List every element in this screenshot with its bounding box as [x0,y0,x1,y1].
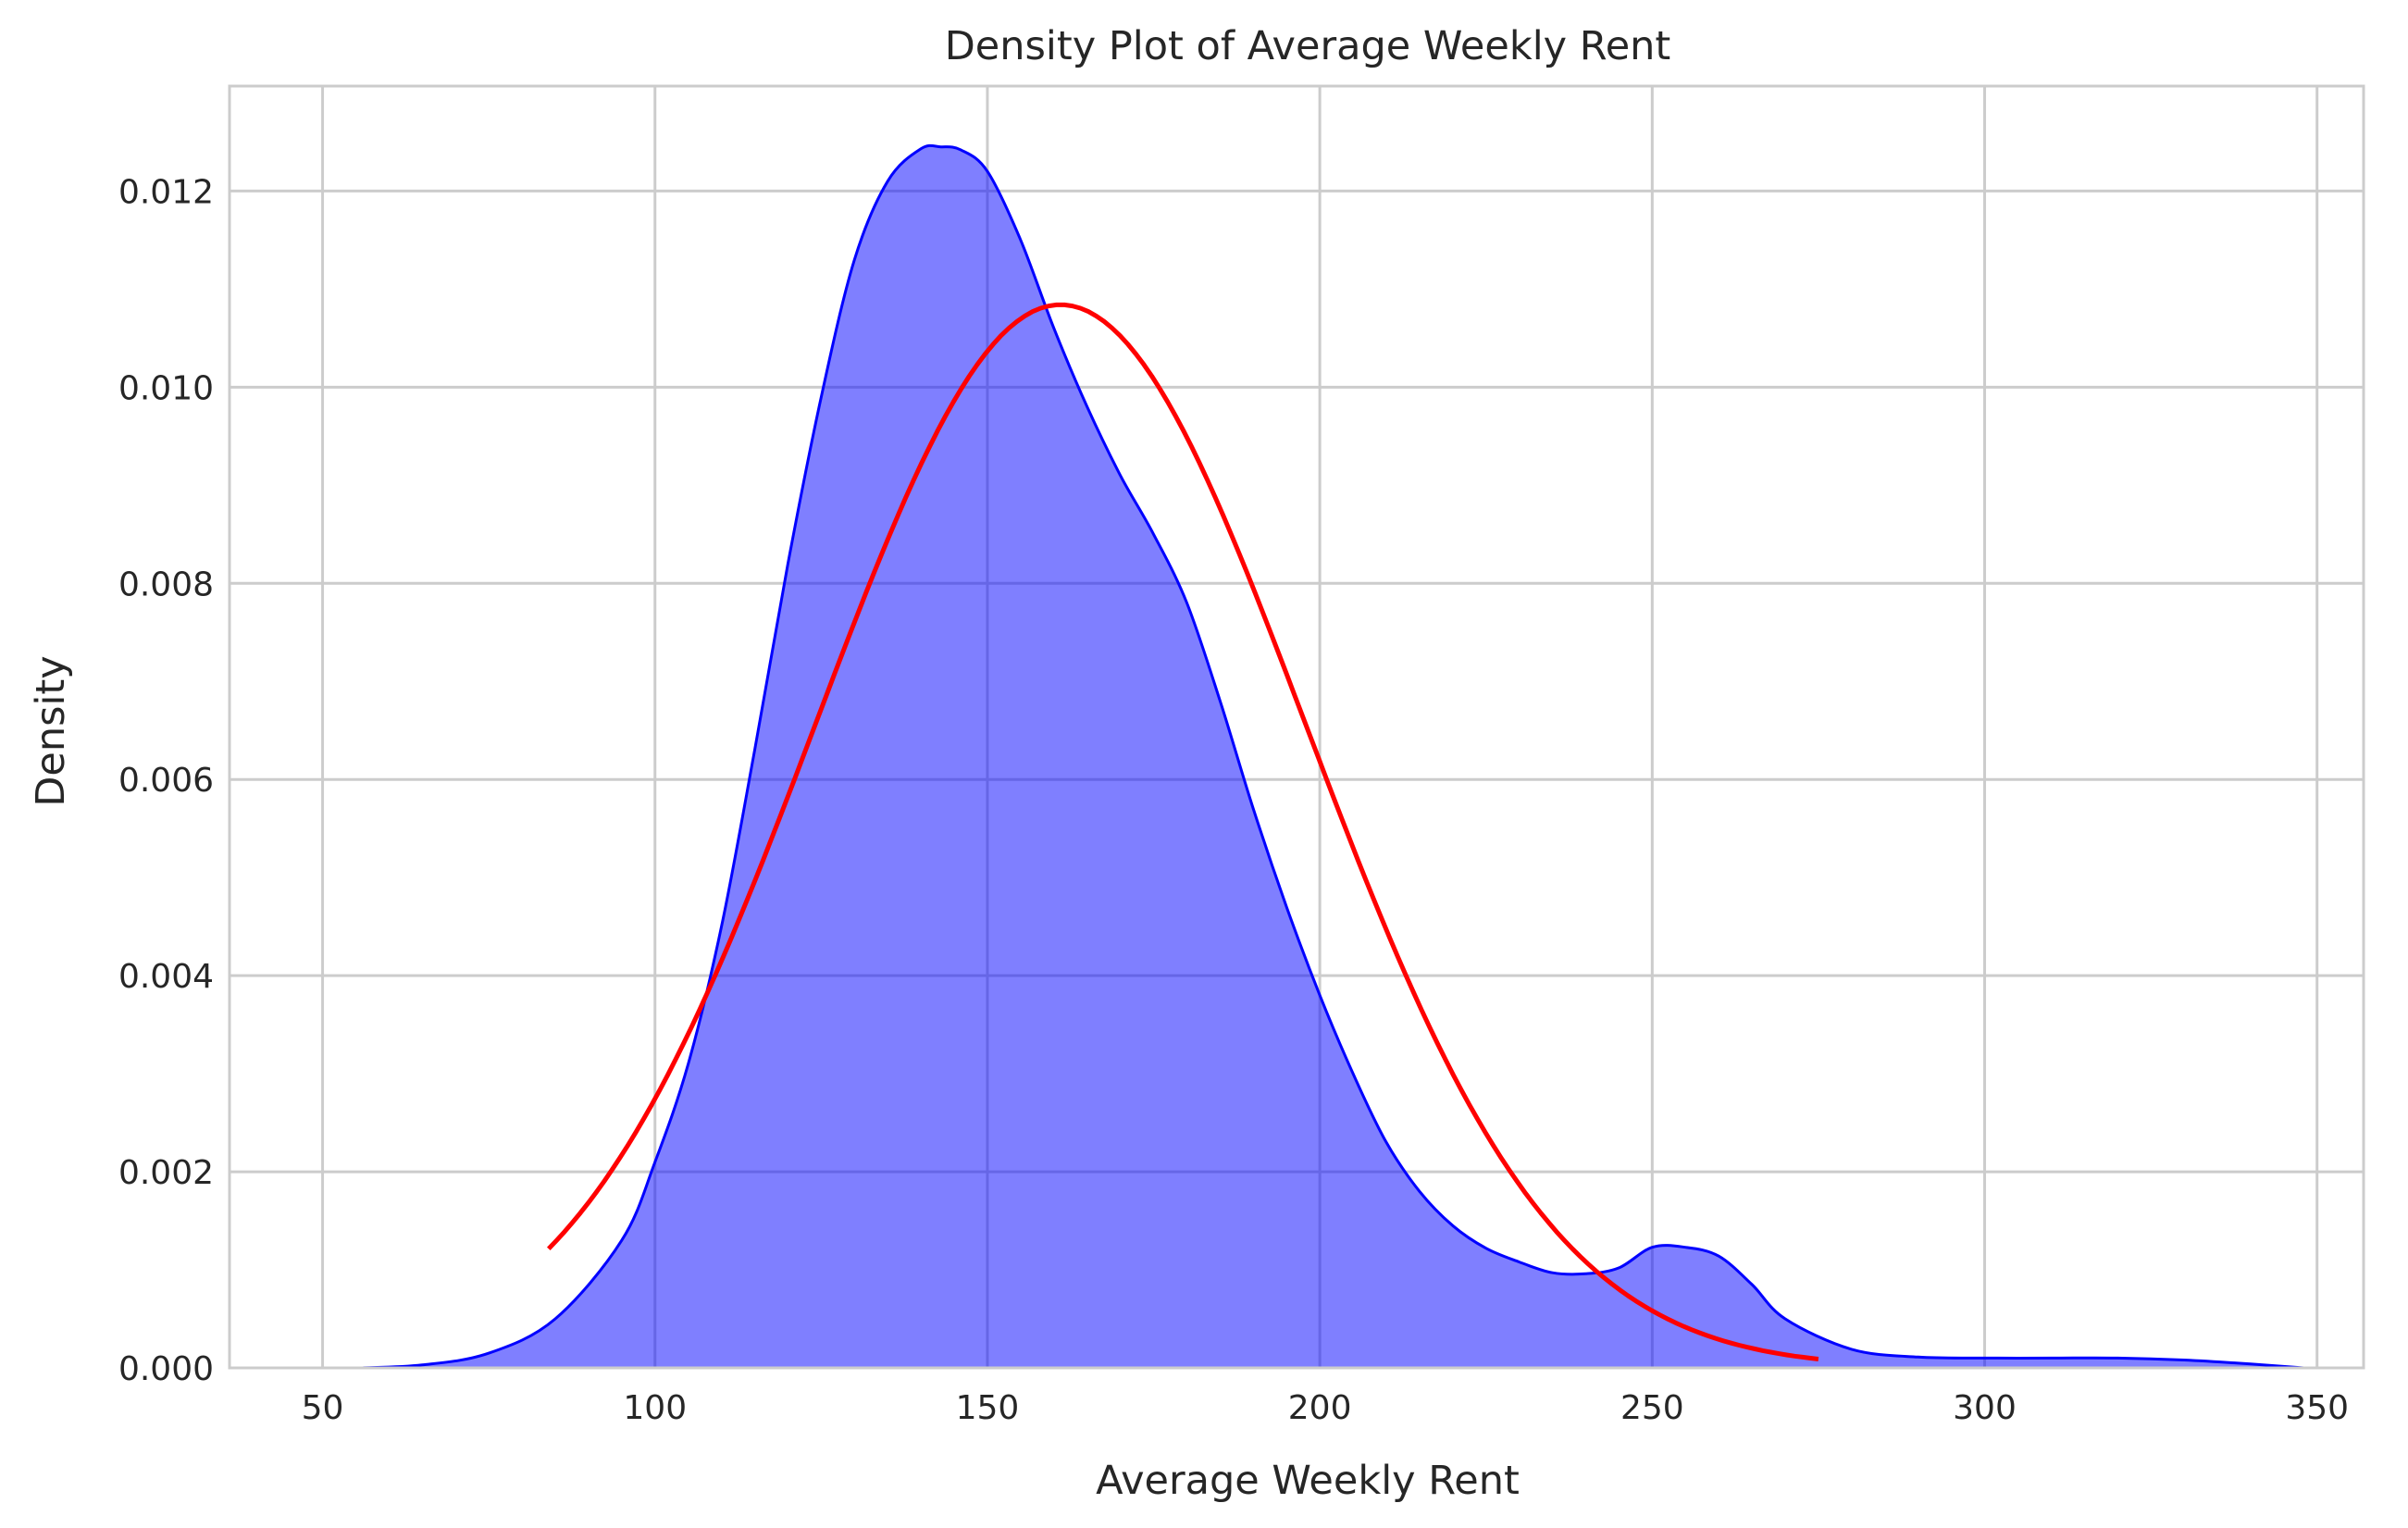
x-tick-labels: 50 100 150 200 250 300 350 [302,1389,2349,1427]
kde-line [362,143,2304,1370]
kde-area [362,145,2304,1368]
normal-fit-line [546,302,1819,1361]
y-tick-label: 0.006 [118,762,214,800]
y-tick-label: 0.000 [118,1350,214,1388]
y-tick-label: 0.002 [118,1154,214,1192]
y-tick-label: 0.012 [118,173,214,211]
x-tick-label: 200 [1288,1389,1352,1427]
x-tick-label: 100 [623,1389,687,1427]
x-tick-label: 150 [956,1389,1020,1427]
y-tick-labels: 0.000 0.002 0.004 0.006 0.008 0.010 0.012 [118,173,214,1388]
y-axis-title: Density [28,655,74,806]
y-tick-label: 0.004 [118,958,214,996]
chart-title: Density Plot of Average Weekly Rent [945,23,1671,69]
plot-series [362,143,2304,1370]
x-tick-label: 300 [1953,1389,2017,1427]
y-tick-label: 0.010 [118,369,214,407]
x-tick-label: 50 [302,1389,344,1427]
y-tick-label: 0.008 [118,565,214,603]
x-tick-label: 250 [1620,1389,1684,1427]
plot-frame [228,84,2365,1370]
x-axis-title: Average Weekly Rent [1096,1458,1520,1504]
x-tick-label: 350 [2285,1389,2349,1427]
